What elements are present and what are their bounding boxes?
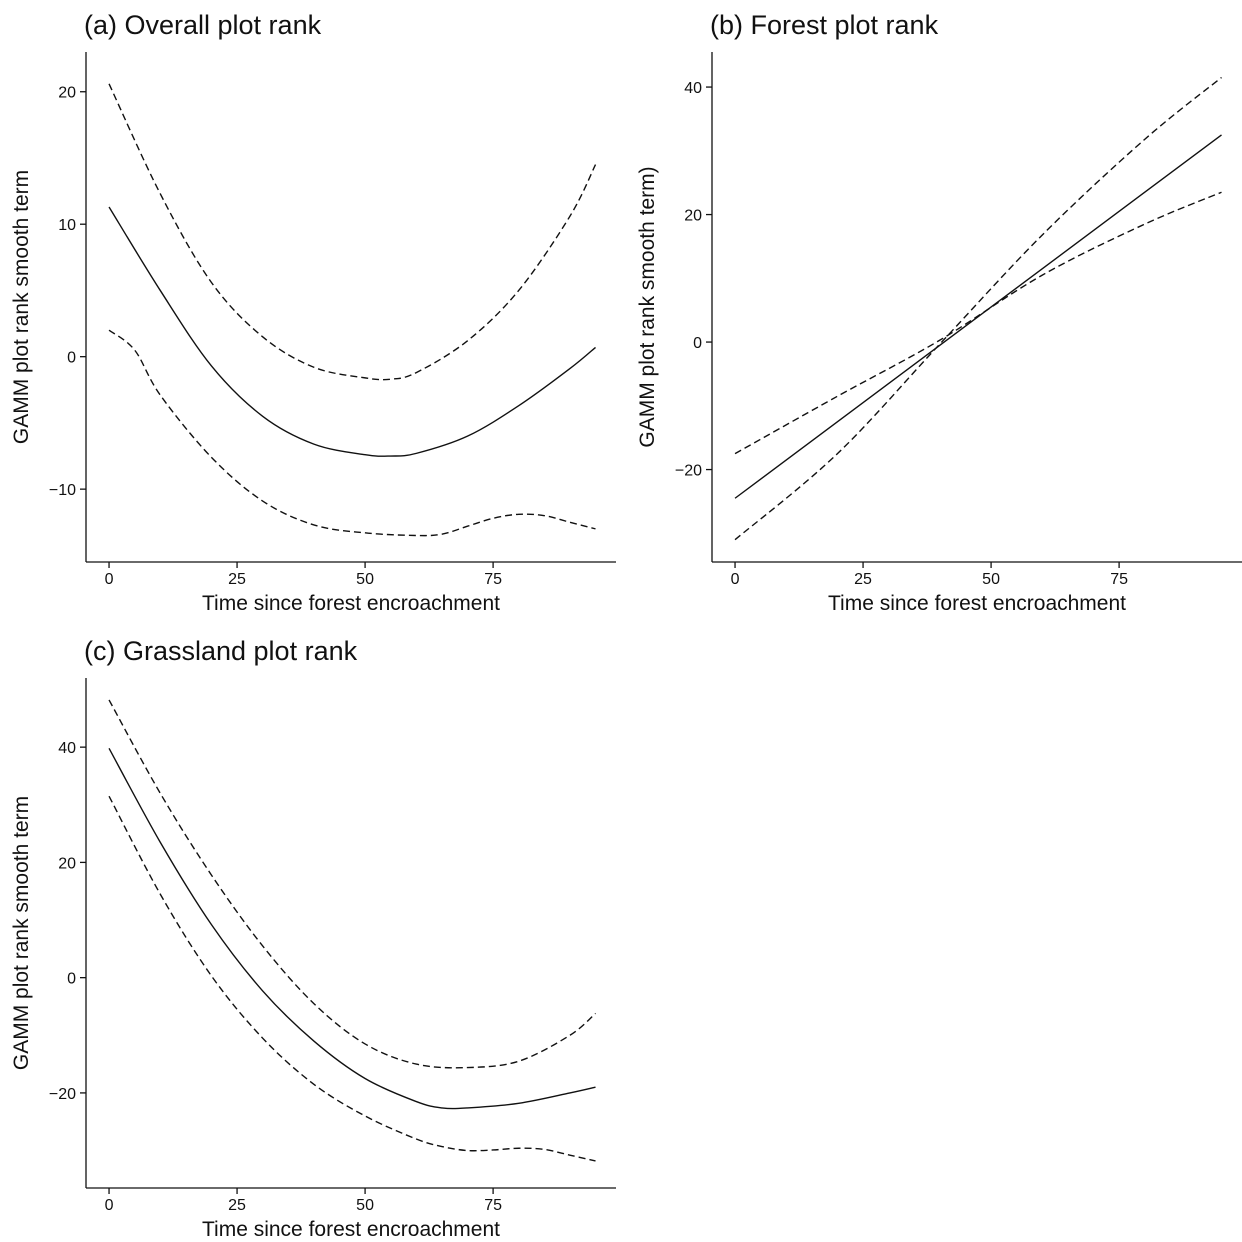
y-tick-label: −10 xyxy=(49,482,76,499)
x-tick-label: 75 xyxy=(484,571,502,588)
x-tick-label: 75 xyxy=(1110,571,1128,588)
confidence-bound-line xyxy=(108,329,596,537)
smooth-fit-line xyxy=(108,206,596,457)
y-axis-title: GAMM plot rank smooth term xyxy=(10,170,33,444)
x-axis-title: Time since forest encroachment xyxy=(202,592,500,615)
y-tick-label: 0 xyxy=(67,971,76,988)
x-axis-title: Time since forest encroachment xyxy=(828,592,1126,615)
x-tick-label: 25 xyxy=(854,571,872,588)
y-tick-label: 0 xyxy=(693,335,702,352)
panel-forest: (b) Forest plot rank 0 25 50 75 −20 0 20 40 Time … xyxy=(636,10,1242,615)
x-tick-label: 50 xyxy=(982,571,1000,588)
x-tick-label: 0 xyxy=(105,1197,114,1214)
panel-grassland: (c) Grassland plot rank 0 25 50 75 −20 0 20 40 Ti… xyxy=(10,636,616,1241)
x-tick-label: 75 xyxy=(484,1197,502,1214)
y-tick-label: −20 xyxy=(49,1086,76,1103)
confidence-bound-line xyxy=(734,191,1222,455)
x-tick-label: 0 xyxy=(731,571,740,588)
y-tick-label: 40 xyxy=(684,80,702,97)
y-tick-label: 20 xyxy=(684,208,702,225)
smooth-fit-line xyxy=(108,747,596,1110)
panel-title-overall: (a) Overall plot rank xyxy=(84,10,322,40)
x-axis-title: Time since forest encroachment xyxy=(202,1218,500,1241)
x-tick-label: 50 xyxy=(356,1197,374,1214)
y-tick-label: 0 xyxy=(67,350,76,367)
y-tick-label: 20 xyxy=(58,85,76,102)
y-tick-label: 20 xyxy=(58,855,76,872)
y-tick-label: 10 xyxy=(58,217,76,234)
y-axis-title: GAMM plot rank smooth term) xyxy=(636,166,659,447)
x-tick-label: 25 xyxy=(228,571,246,588)
x-tick-label: 25 xyxy=(228,1197,246,1214)
panel-title-grassland: (c) Grassland plot rank xyxy=(84,636,358,666)
y-tick-label: −20 xyxy=(675,463,702,480)
panel-title-forest: (b) Forest plot rank xyxy=(710,10,939,40)
y-tick-label: 40 xyxy=(58,740,76,757)
confidence-bound-line xyxy=(108,795,596,1162)
confidence-bound-line xyxy=(108,699,596,1069)
y-axis-title: GAMM plot rank smooth term xyxy=(10,796,33,1070)
confidence-bound-line xyxy=(734,76,1222,541)
confidence-bound-line xyxy=(108,83,597,381)
panel-overall: (a) Overall plot rank 0 25 50 75 −10 0 10 20 Time… xyxy=(10,10,616,615)
x-tick-label: 0 xyxy=(105,571,114,588)
x-tick-label: 50 xyxy=(356,571,374,588)
